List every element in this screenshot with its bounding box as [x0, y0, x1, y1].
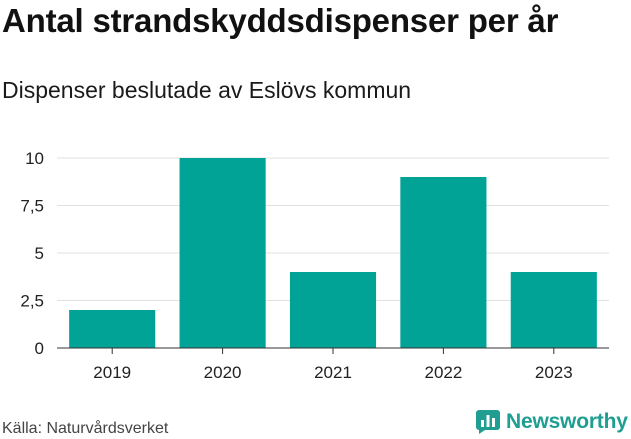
y-tick-label-4: 10: [25, 149, 44, 168]
bar-2020: [179, 158, 266, 348]
x-tick-label-2022: 2022: [424, 363, 462, 382]
x-tick-label-2023: 2023: [535, 363, 573, 382]
x-tick-label-2021: 2021: [314, 363, 352, 382]
y-tick-label-1: 2,5: [20, 292, 44, 311]
x-axis: [57, 347, 609, 354]
x-tick-labels: 2019 2020 2021 2022 2023: [93, 363, 572, 382]
bars: [69, 158, 597, 348]
y-tick-labels: 0 2,5 5 7,5 10: [20, 149, 44, 358]
brand-logo: Newsworthy: [476, 410, 628, 434]
bar-2019: [69, 310, 156, 348]
brand-name: Newsworthy: [506, 410, 628, 433]
chart-subtitle: Dispenser beslutade av Eslövs kommun: [2, 77, 412, 103]
bar-2021: [289, 272, 377, 348]
x-tick-label-2020: 2020: [204, 363, 242, 382]
y-tick-label-3: 7,5: [20, 197, 44, 216]
chart-title: Antal strandskyddsdispenser per år: [2, 2, 559, 39]
bar-2022: [400, 177, 487, 348]
y-tick-label-0: 0: [35, 339, 44, 358]
bar-2023: [510, 272, 597, 348]
bar-chart-badge-icon: [476, 410, 500, 434]
source-note: Källa: Naturvårdsverket: [2, 420, 169, 437]
y-tick-label-2: 5: [35, 244, 44, 263]
x-tick-label-2019: 2019: [93, 363, 131, 382]
